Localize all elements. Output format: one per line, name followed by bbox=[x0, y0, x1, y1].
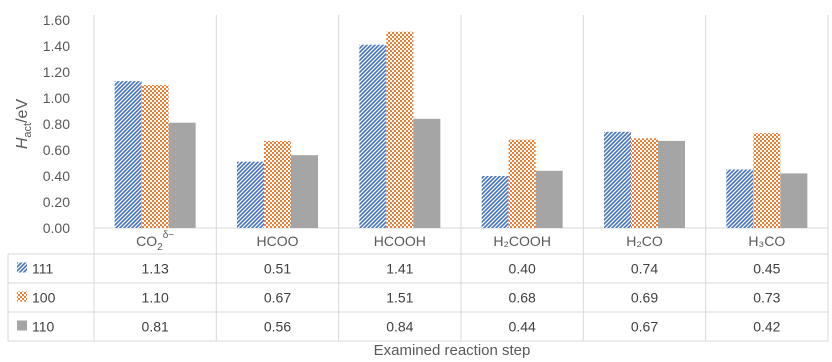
bar-110-4 bbox=[658, 140, 685, 228]
grid-lines bbox=[7, 15, 829, 342]
table-cell: 1.51 bbox=[386, 290, 413, 306]
category-label: H₃CO bbox=[748, 233, 785, 249]
y-axis-ticks: 0.00 0.20 0.40 0.60 0.80 1.00 1.20 1.40 1.60 bbox=[43, 12, 70, 236]
category-label: H₂CO bbox=[626, 233, 663, 249]
category-label: H₂COOH bbox=[493, 233, 551, 249]
legend-key-100 bbox=[17, 291, 27, 302]
bar-111-1 bbox=[237, 161, 264, 228]
table-cell: 0.84 bbox=[386, 319, 413, 335]
y-tick-label: 1.60 bbox=[43, 12, 70, 28]
category-label: HCOOH bbox=[374, 233, 426, 249]
svg-text:Hact/eV: Hact/eV bbox=[14, 99, 34, 150]
table-cell: 0.81 bbox=[142, 319, 169, 335]
bar-111-0 bbox=[114, 81, 142, 228]
bar-100-2 bbox=[386, 31, 414, 229]
table-cell: 0.40 bbox=[509, 261, 536, 277]
y-axis-title-subscript: act bbox=[22, 123, 34, 138]
legend-label-110: 110 bbox=[32, 319, 55, 335]
bar-111-3 bbox=[481, 176, 509, 228]
bar-100-1 bbox=[264, 140, 291, 228]
category-label: HCOO bbox=[257, 233, 299, 249]
table-cell: 1.41 bbox=[386, 261, 413, 277]
data-table: CO2δ− HCOO HCOOH H₂COOH H₂CO H₃CO 111 1.13 0.51 1… bbox=[17, 230, 785, 335]
y-tick-label: 0.60 bbox=[43, 142, 70, 158]
legend-label-100: 100 bbox=[32, 290, 56, 306]
y-axis-title-main: H bbox=[14, 137, 31, 149]
legend-key-111 bbox=[17, 262, 27, 273]
bar-110-1 bbox=[291, 155, 318, 228]
table-cell: 0.45 bbox=[753, 261, 780, 277]
bars bbox=[114, 31, 808, 229]
table-cell: 1.13 bbox=[142, 261, 169, 277]
bar-100-0 bbox=[141, 85, 169, 228]
table-cell: 0.73 bbox=[753, 290, 780, 306]
table-cell: 0.56 bbox=[264, 319, 291, 335]
table-cell: 0.67 bbox=[631, 319, 658, 335]
bar-100-3 bbox=[508, 139, 536, 228]
y-tick-label: 0.00 bbox=[43, 220, 70, 236]
bar-100-5 bbox=[753, 133, 781, 228]
table-cell: 0.74 bbox=[631, 261, 658, 277]
y-tick-label: 1.00 bbox=[43, 90, 70, 106]
table-cell: 0.51 bbox=[264, 261, 291, 277]
table-cell: 0.42 bbox=[753, 319, 780, 335]
bar-110-3 bbox=[535, 170, 563, 228]
bar-110-0 bbox=[168, 122, 196, 228]
category-label: CO2δ− bbox=[136, 230, 174, 253]
bar-111-2 bbox=[359, 44, 387, 229]
y-tick-label: 1.20 bbox=[43, 64, 70, 80]
y-axis-title-unit: /eV bbox=[14, 99, 31, 123]
table-cell: 0.67 bbox=[264, 290, 291, 306]
x-axis-title: Examined reaction step bbox=[374, 342, 531, 359]
bar-100-4 bbox=[631, 138, 658, 228]
bar-110-5 bbox=[780, 173, 808, 228]
y-tick-label: 1.40 bbox=[43, 38, 70, 54]
y-tick-label: 0.20 bbox=[43, 194, 70, 210]
table-cell: 0.69 bbox=[631, 290, 658, 306]
table-cell: 0.68 bbox=[509, 290, 536, 306]
y-tick-label: 0.40 bbox=[43, 168, 70, 184]
y-tick-label: 0.80 bbox=[43, 116, 70, 132]
bar-111-4 bbox=[604, 131, 631, 228]
table-cell: 0.44 bbox=[509, 319, 536, 335]
table-cell: 1.10 bbox=[142, 290, 169, 306]
y-axis-title: Hact/eV bbox=[14, 99, 34, 150]
bar-110-2 bbox=[413, 118, 441, 228]
bar-111-5 bbox=[726, 169, 754, 228]
legend-label-111: 111 bbox=[32, 261, 53, 277]
legend-key-110 bbox=[17, 320, 27, 331]
